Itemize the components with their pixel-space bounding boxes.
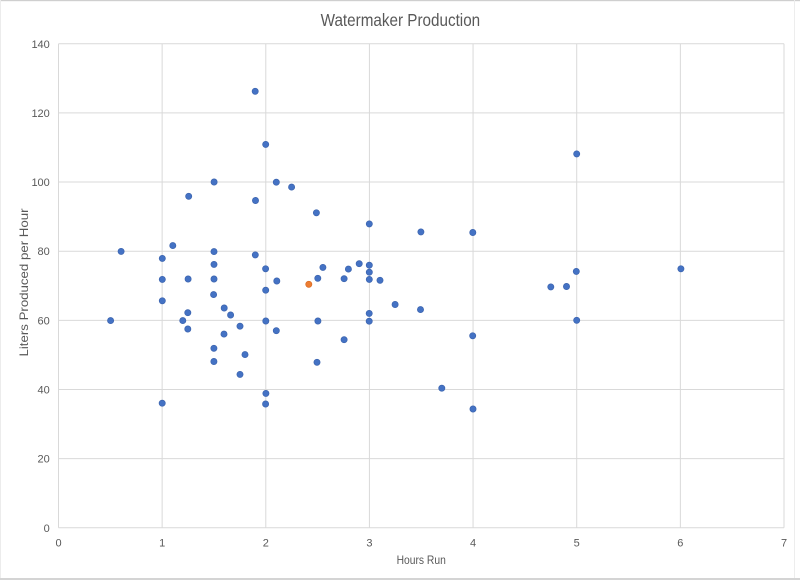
svg-text:120: 120	[31, 108, 49, 120]
svg-text:140: 140	[31, 39, 49, 51]
svg-text:80: 80	[38, 246, 50, 258]
svg-text:Hours Run: Hours Run	[397, 553, 446, 567]
svg-text:3: 3	[366, 537, 372, 549]
svg-text:1: 1	[159, 537, 165, 549]
svg-text:Liters Produced per Hour: Liters Produced per Hour	[17, 209, 31, 357]
svg-text:5: 5	[574, 537, 580, 549]
svg-text:20: 20	[38, 454, 50, 466]
svg-text:Watermaker Production: Watermaker Production	[321, 10, 481, 30]
svg-text:0: 0	[55, 537, 61, 549]
svg-text:0: 0	[44, 523, 50, 535]
svg-text:2: 2	[263, 537, 269, 549]
svg-text:60: 60	[38, 315, 50, 327]
svg-text:100: 100	[31, 177, 49, 189]
svg-text:6: 6	[677, 537, 683, 549]
svg-text:7: 7	[781, 537, 787, 549]
svg-text:4: 4	[470, 537, 476, 549]
svg-text:40: 40	[38, 384, 50, 396]
